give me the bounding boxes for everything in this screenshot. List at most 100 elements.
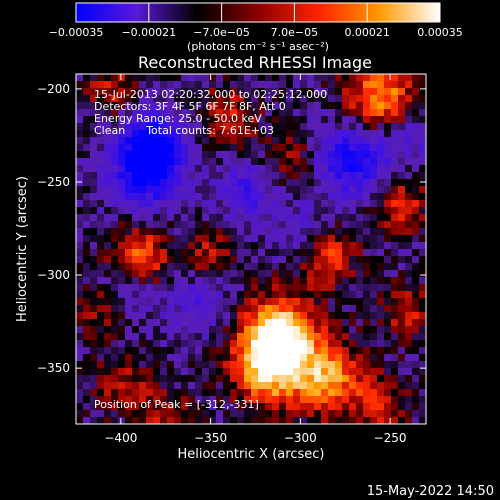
heatmap-cell: [328, 81, 336, 89]
heatmap-cell: [202, 109, 210, 117]
heatmap-cell: [181, 116, 189, 124]
heatmap-cell: [188, 354, 196, 362]
heatmap-cell: [244, 396, 252, 404]
heatmap-cell: [188, 74, 196, 82]
heatmap-cell: [160, 74, 168, 82]
heatmap-cell: [384, 130, 392, 138]
heatmap-cell: [251, 186, 259, 194]
heatmap-cell: [342, 151, 350, 159]
heatmap-cell: [83, 130, 91, 138]
heatmap-cell: [258, 354, 266, 362]
heatmap-cell: [160, 144, 168, 152]
heatmap-cell: [209, 221, 217, 229]
heatmap-cell: [83, 123, 91, 131]
heatmap-cell: [258, 109, 266, 117]
heatmap-cell: [251, 249, 259, 257]
heatmap-cell: [328, 95, 336, 103]
heatmap-cell: [97, 102, 105, 110]
heatmap-cell: [370, 130, 378, 138]
heatmap-cell: [265, 207, 273, 215]
heatmap-cell: [314, 221, 322, 229]
heatmap-cell: [342, 207, 350, 215]
heatmap-cell: [174, 410, 182, 418]
heatmap-cell: [419, 221, 427, 229]
heatmap-cell: [223, 333, 231, 341]
heatmap-cell: [419, 256, 427, 264]
heatmap-cell: [398, 74, 406, 82]
heatmap-cell: [223, 347, 231, 355]
heatmap-cell: [307, 326, 315, 334]
heatmap-cell: [223, 116, 231, 124]
heatmap-cell: [272, 235, 280, 243]
heatmap-cell: [111, 207, 119, 215]
heatmap-cell: [300, 179, 308, 187]
heatmap-cell: [342, 165, 350, 173]
heatmap-cell: [370, 263, 378, 271]
heatmap-cell: [412, 74, 420, 82]
heatmap-cell: [307, 347, 315, 355]
heatmap-cell: [153, 130, 161, 138]
heatmap-cell: [307, 263, 315, 271]
heatmap-cell: [363, 354, 371, 362]
heatmap-cell: [300, 256, 308, 264]
heatmap-cell: [391, 221, 399, 229]
heatmap-cell: [83, 333, 91, 341]
heatmap-cell: [97, 179, 105, 187]
heatmap-cell: [160, 109, 168, 117]
heatmap-cell: [251, 305, 259, 313]
heatmap-cell: [195, 193, 203, 201]
heatmap-cell: [188, 319, 196, 327]
heatmap-cell: [167, 165, 175, 173]
heatmap-cell: [335, 144, 343, 152]
heatmap-cell: [209, 396, 217, 404]
heatmap-cell: [216, 291, 224, 299]
heatmap-cell: [202, 186, 210, 194]
heatmap-cell: [412, 207, 420, 215]
heatmap-cell: [118, 193, 126, 201]
heatmap-cell: [286, 389, 294, 397]
heatmap-cell: [118, 277, 126, 285]
heatmap-cell: [363, 284, 371, 292]
heatmap-cell: [279, 375, 287, 383]
heatmap-cell: [76, 193, 84, 201]
heatmap-cell: [223, 242, 231, 250]
heatmap-cell: [209, 130, 217, 138]
heatmap-cell: [216, 340, 224, 348]
heatmap-cell: [132, 109, 140, 117]
heatmap-cell: [335, 172, 343, 180]
heatmap-cell: [216, 256, 224, 264]
heatmap-cell: [104, 74, 112, 82]
heatmap-cell: [111, 263, 119, 271]
heatmap-cell: [363, 417, 371, 425]
heatmap-cell: [244, 81, 252, 89]
heatmap-cell: [279, 389, 287, 397]
heatmap-cell: [370, 137, 378, 145]
heatmap-cell: [153, 158, 161, 166]
heatmap-cell: [195, 375, 203, 383]
heatmap-cell: [363, 102, 371, 110]
heatmap-cell: [279, 235, 287, 243]
heatmap-cell: [153, 228, 161, 236]
heatmap-cell: [307, 228, 315, 236]
heatmap-cell: [223, 172, 231, 180]
heatmap-cell: [209, 347, 217, 355]
heatmap-cell: [398, 144, 406, 152]
heatmap-cell: [321, 396, 329, 404]
heatmap-cell: [342, 263, 350, 271]
heatmap-cell: [363, 319, 371, 327]
heatmap-cell: [356, 137, 364, 145]
heatmap-cell: [370, 116, 378, 124]
heatmap-cell: [153, 151, 161, 159]
heatmap-cell: [237, 256, 245, 264]
heatmap-cell: [300, 389, 308, 397]
heatmap-cell: [314, 389, 322, 397]
heatmap-cell: [328, 403, 336, 411]
heatmap-cell: [223, 144, 231, 152]
heatmap-cell: [412, 137, 420, 145]
heatmap-cell: [223, 74, 231, 82]
heatmap-cell: [265, 347, 273, 355]
heatmap-cell: [286, 109, 294, 117]
heatmap-cell: [251, 284, 259, 292]
heatmap-cell: [223, 256, 231, 264]
heatmap-cell: [370, 305, 378, 313]
